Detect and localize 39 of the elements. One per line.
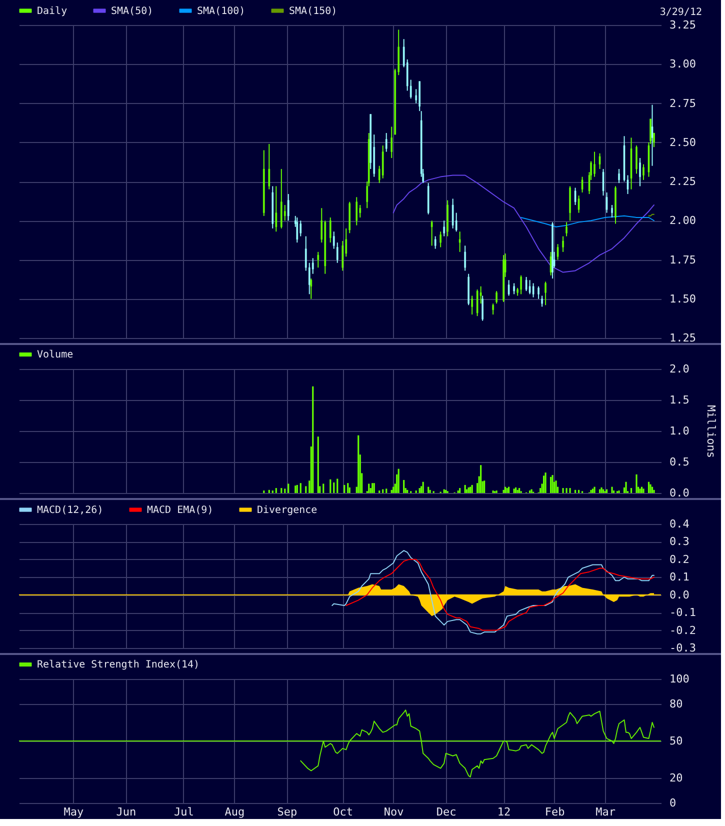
legend-label: Divergence — [257, 504, 318, 516]
y-tick-label: 50 — [670, 734, 683, 748]
y-tick-label: 100 — [670, 672, 690, 686]
y-tick-label: -0.3 — [670, 642, 696, 654]
x-tick-label: 12 — [497, 806, 511, 818]
y-tick-label: 0.3 — [670, 535, 690, 548]
x-tick-label: Dec — [436, 806, 456, 818]
x-tick-label: Oct — [333, 806, 354, 818]
y-tick-label: 80 — [670, 697, 683, 710]
y-tick-label: 1.0 — [670, 424, 690, 438]
x-tick-label: Nov — [384, 806, 404, 818]
legend-label: Volume — [37, 350, 74, 360]
line-series — [346, 558, 655, 631]
y-tick-label: 0.1 — [670, 570, 690, 584]
y-tick-label: 0.0 — [670, 588, 690, 602]
y-tick-label: 2.0 — [670, 362, 690, 376]
x-tick-label: Mar — [596, 806, 616, 818]
y-tick-label: 0.0 — [670, 486, 690, 500]
line-series — [332, 550, 655, 634]
y-tick-label: 1.5 — [670, 394, 690, 406]
x-tick-label: Sep — [277, 806, 298, 818]
legend-label: MACD(12,26) — [37, 504, 104, 516]
y-axis-title: Millions — [704, 405, 718, 458]
x-tick-label: Feb — [544, 806, 565, 818]
y-tick-label: 0.4 — [670, 518, 690, 530]
x-tick-label: Jul — [174, 806, 194, 818]
y-tick-label: -0.1 — [670, 606, 696, 620]
x-tick-label: May — [64, 806, 84, 818]
y-tick-label: 0.2 — [670, 552, 690, 566]
candlestick — [492, 303, 494, 316]
y-tick-label: 20 — [670, 772, 683, 785]
y-tick-label: -0.2 — [670, 624, 696, 637]
legend-label: MACD EMA(9) — [147, 504, 214, 516]
legend-label: Relative Strength Index(14) — [37, 660, 200, 670]
x-tick-label: Jun — [116, 806, 136, 818]
y-tick-label: 0 — [670, 796, 676, 810]
y-tick-label: 1.25 — [670, 332, 696, 344]
x-tick-label: Aug — [224, 806, 245, 818]
y-tick-label: 0.5 — [670, 456, 690, 468]
